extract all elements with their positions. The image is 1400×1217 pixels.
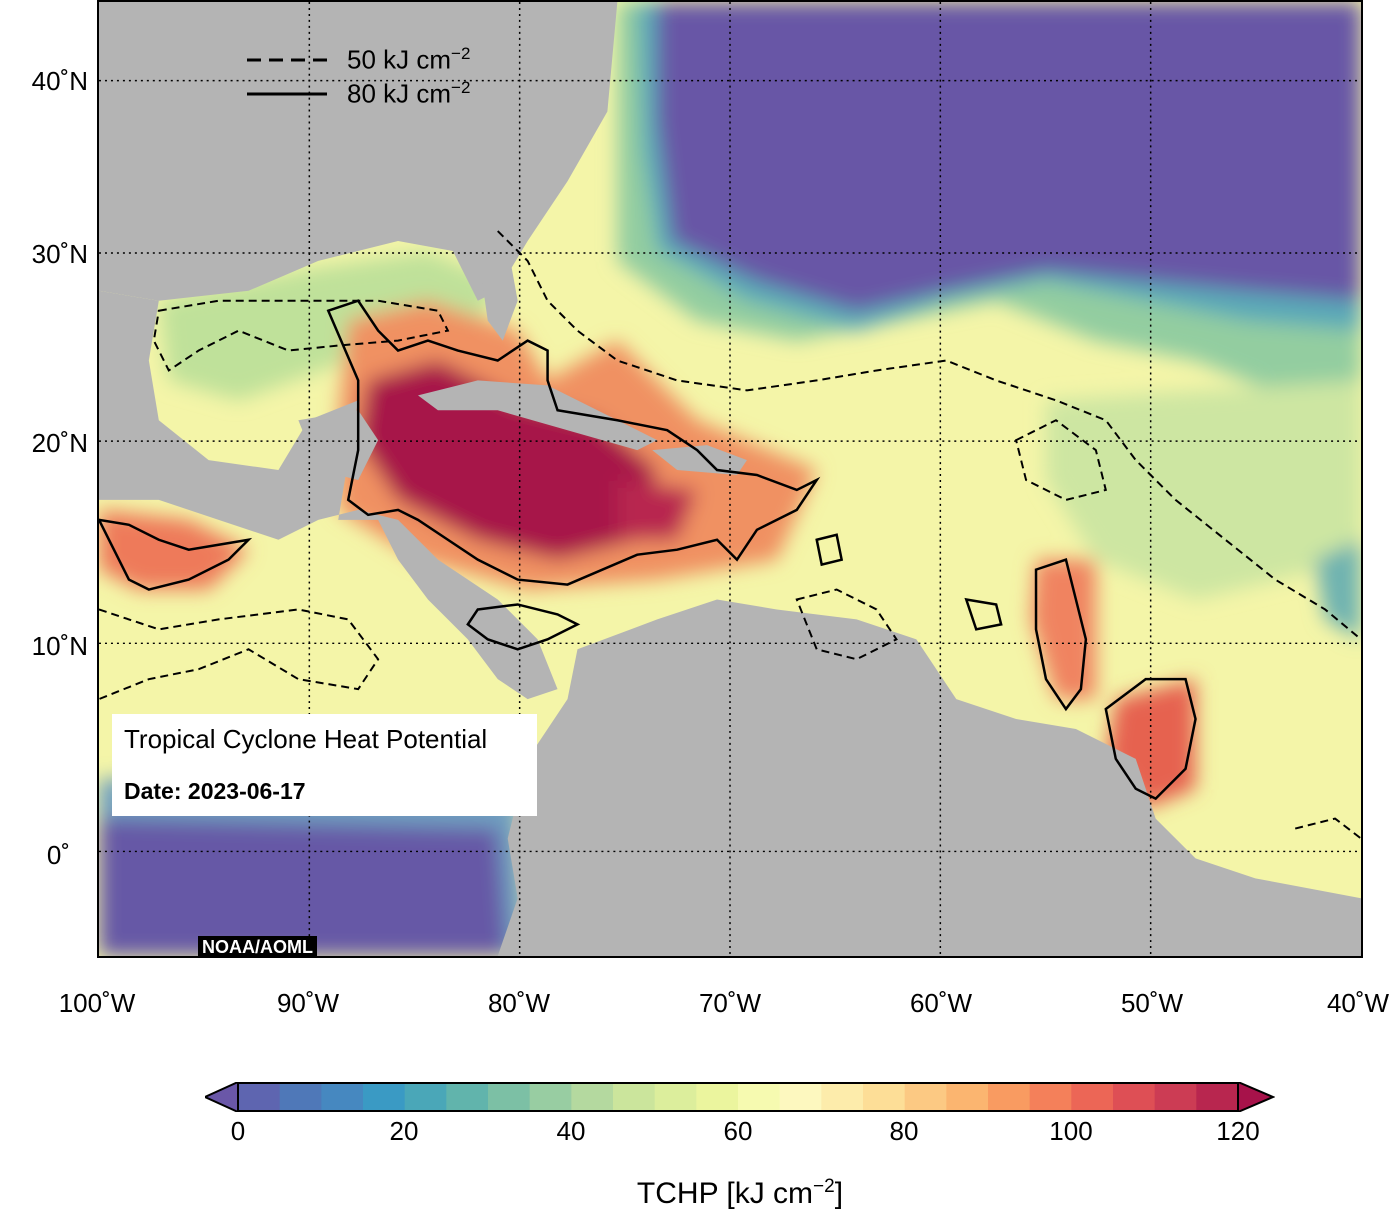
dashed-line-icon (247, 58, 327, 62)
lon-label-50w: 50˚W (1120, 988, 1184, 1018)
colorbar-segment (946, 1082, 989, 1112)
colorbar-over-arrow (1237, 1082, 1275, 1112)
title-box: Tropical Cyclone Heat Potential Date: 20… (112, 714, 537, 816)
lat-label-10n: 10˚N (31, 631, 88, 661)
land (99, 2, 1361, 956)
colorbar-segment (738, 1082, 781, 1112)
map-date: Date: 2023-06-17 (124, 778, 306, 804)
solid-line-icon (247, 92, 327, 96)
colorbar-segment (654, 1082, 697, 1112)
colorbar-segment (1154, 1082, 1197, 1112)
colorbar-title-close: ] (834, 1177, 844, 1210)
colorbar-tick-80: 80 (889, 1116, 919, 1146)
lon-label-100w: 100˚W (58, 988, 136, 1018)
colorbar-tick-0: 0 (230, 1116, 246, 1146)
legend-dashed-label: 50 kJ cm (347, 44, 452, 75)
colorbar-segment (363, 1082, 406, 1112)
colorbar-tick-20: 20 (389, 1116, 419, 1146)
credit-label: NOAA/AOML (198, 936, 317, 956)
colorbar-segment (488, 1082, 531, 1112)
legend-dashed-exp: −2 (451, 44, 471, 63)
lon-label-70w: 70˚W (698, 988, 762, 1018)
colorbar-border (237, 1082, 1239, 1112)
legend-solid-exp: −2 (451, 78, 471, 97)
colorbar-segment (988, 1082, 1031, 1112)
legend-solid-label: 80 kJ cm (347, 78, 452, 109)
colorbar-segment (279, 1082, 322, 1112)
colorbar-title-exp: −2 (813, 1176, 835, 1197)
colorbar-segment (779, 1082, 822, 1112)
colorbar-segment (446, 1082, 489, 1112)
legend-solid: 80 kJ cm−2 (247, 78, 547, 109)
colorbar-segment (529, 1082, 572, 1112)
colorbar-segment (904, 1082, 947, 1112)
colorbar-segment (1113, 1082, 1156, 1112)
colorbar-segment (238, 1082, 281, 1112)
lat-label-0: 0˚ (46, 840, 70, 870)
lat-label-40n: 40˚N (31, 66, 88, 96)
colorbar-segment (404, 1082, 447, 1112)
colorbar (205, 1082, 1275, 1112)
contour-80 (99, 299, 1197, 801)
lon-label-60w: 60˚W (909, 988, 973, 1018)
colorbar-tick-60: 60 (723, 1116, 753, 1146)
colorbar-title: TCHP [kJ cm−2] (637, 1176, 843, 1211)
colorbar-segment (321, 1082, 364, 1112)
colorbar-title-text: TCHP [kJ cm (636, 1177, 814, 1210)
colorbar-segment (613, 1082, 656, 1112)
lon-label-40w: 40˚W (1326, 988, 1390, 1018)
legend-dashed: 50 kJ cm−2 (247, 44, 547, 75)
colorbar-segment (863, 1082, 906, 1112)
lon-label-90w: 90˚W (276, 988, 340, 1018)
colorbar-tick-120: 120 (1216, 1116, 1260, 1146)
colorbar-segment (1071, 1082, 1114, 1112)
lat-label-20n: 20˚N (31, 428, 88, 458)
map-title: Tropical Cyclone Heat Potential (124, 724, 488, 754)
colorbar-segment (1196, 1082, 1239, 1112)
colorbar-segment (696, 1082, 739, 1112)
lon-label-80w: 80˚W (487, 988, 551, 1018)
colorbar-segment (571, 1082, 614, 1112)
colorbar-segment (1029, 1082, 1072, 1112)
colorbar-tick-100: 100 (1049, 1116, 1093, 1146)
colorbar-segment (821, 1082, 864, 1112)
heat-field (99, 2, 1361, 956)
lat-label-30n: 30˚N (31, 239, 88, 269)
contour-50 (99, 230, 1361, 840)
colorbar-tick-40: 40 (556, 1116, 586, 1146)
colorbar-under-arrow (205, 1082, 239, 1112)
